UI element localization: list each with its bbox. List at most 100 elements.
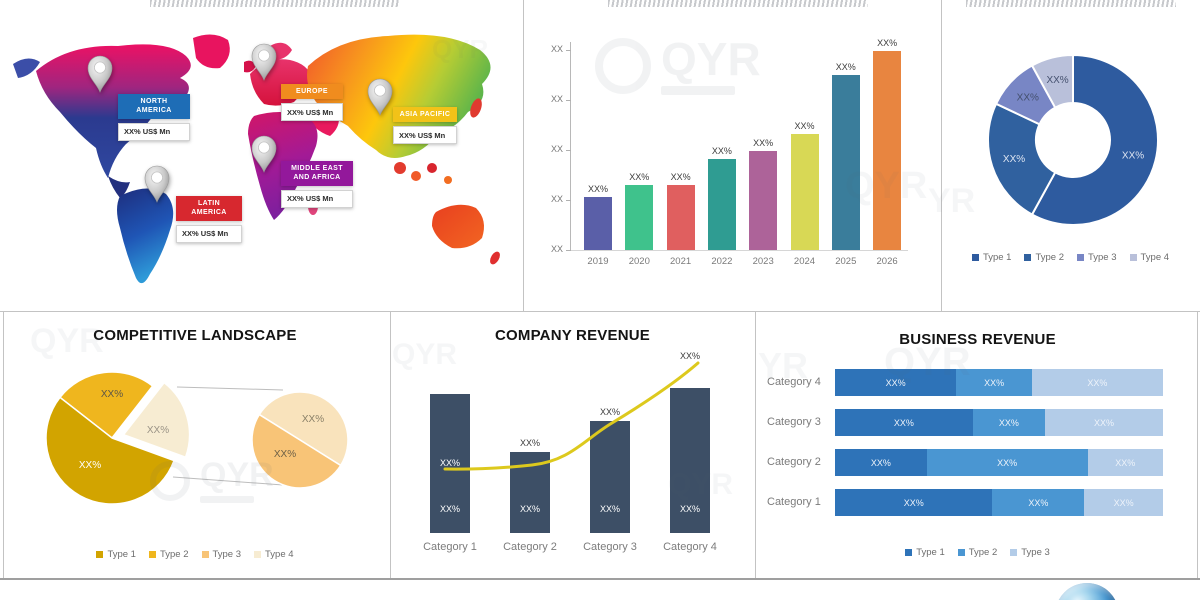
globe-icon [1055, 583, 1119, 600]
bar-segment: XX% [1044, 409, 1163, 436]
bar-segment: XX% [992, 489, 1085, 516]
bar-segment: XX% [835, 369, 957, 396]
business-legend: Type 1 Type 2 Type 3 [755, 547, 1200, 558]
year-label: 2023 [752, 256, 774, 267]
company-labels: XX% XX% XX% XX% XX% XX% XX% XX% Category 1 Catego… [390, 311, 755, 578]
legend-label: Type 2 [1035, 252, 1064, 263]
divider [755, 311, 756, 578]
slice-value-label: XX% [302, 414, 324, 425]
x-axis-line [570, 250, 908, 251]
pie-connector-line [172, 476, 284, 486]
slice-value-label: XX% [1017, 93, 1039, 104]
divider [0, 311, 1200, 312]
growth-plot: XX% XX% XX% XX% XX% XX% XX% XX% [571, 38, 916, 250]
legend-label: Type 3 [1088, 252, 1117, 263]
cutoff-title [150, 0, 400, 7]
region-label: LATIN AMERICA XX% US$ Mn [176, 196, 242, 243]
bar-value-label: XX% [670, 172, 691, 182]
qyr-logo-ring [595, 37, 651, 94]
segment-value-label: XX% [870, 457, 891, 468]
category-label: Category 4 [663, 541, 717, 553]
legend-swatch [905, 549, 913, 556]
year-label: 2019 [587, 256, 609, 267]
slice-value-label: XX% [79, 460, 101, 471]
growth-bar [666, 185, 695, 250]
qyr-watermark: QYR [884, 340, 971, 384]
year-label: 2022 [711, 256, 733, 267]
legend-item: Type 3 [1077, 252, 1117, 263]
qyr-watermark: QYR [845, 165, 928, 207]
qyr-watermark: QYR [668, 468, 734, 501]
region-label: NORTH AMERICA XX% US$ Mn [118, 94, 190, 141]
slice-value-label: XX% [101, 389, 123, 400]
category-label: Category 1 [423, 541, 477, 553]
legend-label: Type 2 [968, 547, 998, 558]
bar-bottom-label: XX% [439, 504, 460, 514]
legend-swatch [1010, 549, 1018, 556]
y-axis-tick [566, 150, 571, 151]
bar-value-label: XX% [711, 146, 732, 156]
legend-item: Type 4 [1129, 252, 1170, 263]
category-label: Category 3 [767, 416, 821, 428]
map-annotations: NORTH AMERICA XX% US$ Mn EUROPE XX% US$ Mn… [0, 0, 523, 311]
panel-title: COMPETITIVE LANDSCAPE [93, 327, 297, 344]
panel-market-share: XX% XX% XX% XX% Type 1 Type 2 Type 3 Type 4 [941, 0, 1200, 311]
bar-segment: XX% [835, 489, 993, 516]
location-pin-icon [87, 55, 113, 93]
legend-label: Type 3 [1021, 547, 1050, 558]
legend-swatch [96, 551, 104, 558]
legend-label: Type 4 [1140, 252, 1170, 263]
stacked-bar-row: XX% XX% XX% [835, 409, 1163, 436]
region-name: ASIA PACIFIC [393, 107, 457, 123]
divider [1197, 311, 1198, 578]
donut-chart: XX% XX% XX% XX% [987, 53, 1159, 226]
legend-swatch [1077, 254, 1084, 261]
y-axis-tick [566, 100, 571, 101]
qyr-watermark: QYR [595, 36, 761, 95]
legend-label: Type 1 [982, 252, 1012, 263]
segment-value-label: XX% [1115, 457, 1136, 468]
category-label: Category 4 [767, 376, 821, 388]
pie-slice [58, 371, 154, 440]
category-label: Category 2 [767, 456, 821, 468]
category-label: Category 2 [503, 541, 557, 553]
map-pin [249, 42, 279, 82]
bar-segment: XX% [1084, 489, 1163, 516]
divider [941, 0, 942, 311]
bar-segment: XX% [1087, 449, 1163, 476]
year-label: 2021 [670, 256, 692, 267]
category-label: Category 1 [767, 496, 821, 508]
stacked-bar-row: XX% XX% XX% [835, 489, 1163, 516]
bar-value-label: XX% [587, 184, 608, 194]
legend-swatch [148, 551, 156, 558]
qyr-watermark: YR [928, 182, 976, 220]
map-pin [85, 54, 115, 94]
competitive-legend: Type 1 Type 2 Type 3 Type 4 [0, 549, 390, 560]
y-tick-label: XX [550, 244, 563, 254]
legend-label: Type 1 [916, 547, 945, 558]
legend-item: Type 1 [96, 549, 136, 560]
growth-bar [749, 151, 778, 250]
divider [390, 311, 391, 578]
slice-value-label: XX% [274, 449, 296, 460]
company-trend-line [443, 361, 700, 471]
company-bar [590, 421, 630, 533]
region-label: ASIA PACIFIC XX% US$ Mn [393, 107, 457, 145]
bar-segment: XX% [956, 369, 1032, 396]
panel-title: COMPANY REVENUE [495, 327, 650, 344]
donut-slice [1030, 53, 1159, 226]
segment-value-label: XX% [1093, 417, 1114, 428]
qyr-watermark: QYR [432, 34, 488, 65]
donut-legend: Type 1 Type 2 Type 3 Type 4 [941, 252, 1200, 263]
bar-segment: XX% [835, 449, 927, 476]
bar-value-label: XX% [439, 458, 460, 468]
region-value: XX% US$ Mn [118, 122, 190, 141]
pie-connector-line [176, 386, 284, 391]
year-label: 2020 [628, 256, 650, 267]
watermark-subline [200, 496, 255, 503]
legend-item: Type 2 [957, 547, 998, 558]
slice-value-label: XX% [1046, 75, 1068, 86]
y-tick-label: XX [550, 144, 563, 154]
bar-value-label: XX% [753, 138, 774, 148]
bar-segment: XX% [926, 449, 1088, 476]
